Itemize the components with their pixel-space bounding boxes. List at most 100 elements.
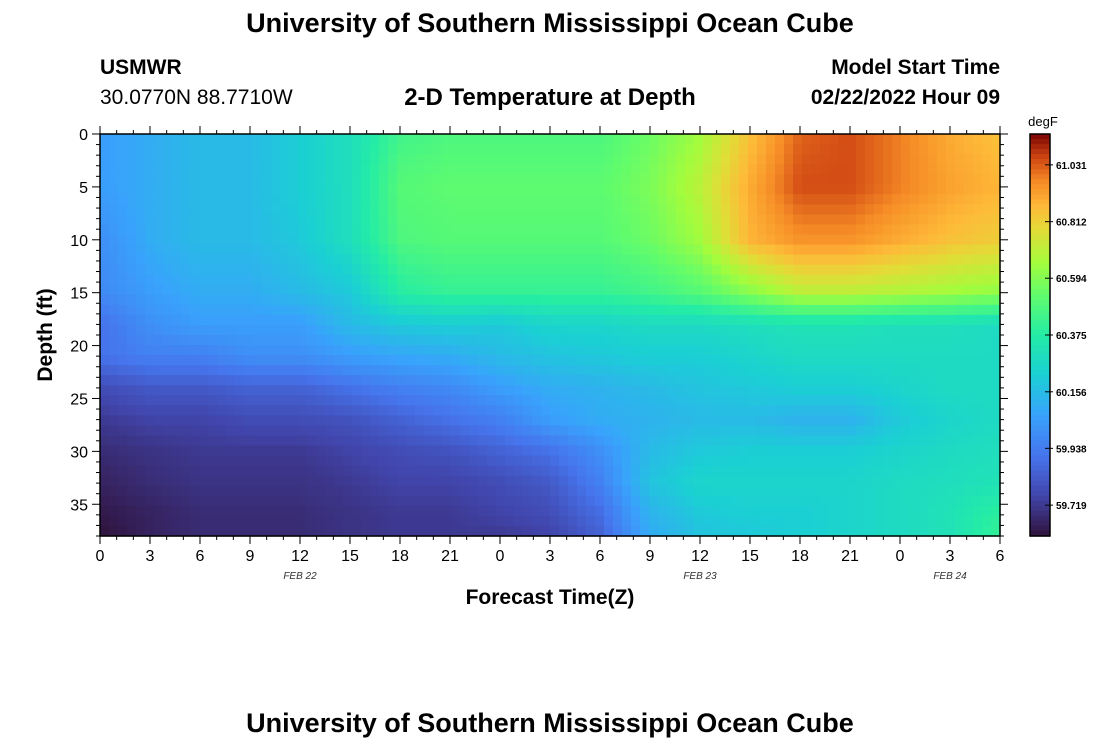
heatmap-cell — [235, 294, 245, 306]
heatmap-cell — [298, 264, 308, 276]
heatmap-cell — [802, 455, 812, 467]
heatmap-cell — [154, 505, 164, 517]
heatmap-cell — [280, 475, 290, 487]
heatmap-cell — [892, 505, 902, 517]
heatmap-cell — [307, 144, 317, 155]
heatmap-cell — [559, 355, 569, 366]
heatmap-cell — [145, 335, 155, 346]
heatmap-cell — [829, 234, 839, 246]
heatmap-cell — [244, 174, 254, 185]
heatmap-cell — [865, 144, 875, 155]
heatmap-cell — [829, 515, 839, 527]
heatmap-cell — [109, 375, 119, 386]
heatmap-cell — [514, 455, 524, 467]
heatmap-cell — [991, 314, 1001, 326]
heatmap-cell — [982, 515, 992, 527]
heatmap-cell — [793, 274, 803, 286]
heatmap-cell — [532, 264, 542, 276]
heatmap-cell — [226, 405, 236, 416]
colorbar-segment — [1030, 505, 1050, 512]
heatmap-cell — [145, 425, 155, 437]
heatmap-cell — [775, 405, 785, 416]
heatmap-cell — [739, 345, 749, 356]
heatmap-cell — [757, 194, 767, 205]
heatmap-cell — [829, 214, 839, 226]
heatmap-cell — [325, 415, 335, 427]
heatmap-cell — [865, 184, 875, 195]
heatmap-cell — [334, 154, 344, 165]
heatmap-cell — [199, 174, 209, 185]
heatmap-cell — [478, 204, 488, 215]
heatmap-cell — [595, 154, 605, 165]
heatmap-cell — [568, 405, 578, 416]
heatmap-cell — [523, 164, 533, 175]
heatmap-cell — [199, 294, 209, 306]
heatmap-cell — [937, 505, 947, 517]
heatmap-cell — [496, 415, 506, 427]
heatmap-cell — [694, 284, 704, 296]
heatmap-cell — [460, 304, 470, 316]
heatmap-cell — [541, 194, 551, 205]
heatmap-cell — [946, 375, 956, 386]
heatmap-cell — [370, 345, 380, 356]
heatmap-cell — [964, 134, 974, 145]
heatmap-cell — [757, 324, 767, 336]
heatmap-cell — [217, 515, 227, 527]
heatmap-cell — [964, 284, 974, 296]
x-tick-label: 18 — [391, 548, 409, 565]
heatmap-cell — [154, 294, 164, 306]
heatmap-cell — [217, 505, 227, 517]
heatmap-cell — [757, 385, 767, 396]
heatmap-cell — [901, 405, 911, 416]
heatmap-cell — [523, 274, 533, 286]
heatmap-cell — [316, 164, 326, 175]
heatmap-cell — [316, 345, 326, 356]
heatmap-cell — [685, 415, 695, 427]
heatmap-cell — [658, 405, 668, 416]
heatmap-cell — [613, 314, 623, 326]
heatmap-cell — [721, 294, 731, 306]
heatmap-cell — [298, 164, 308, 175]
heatmap-cell — [613, 345, 623, 356]
heatmap-cell — [145, 324, 155, 336]
heatmap-cell — [226, 375, 236, 386]
heatmap-cell — [937, 304, 947, 316]
heatmap-cell — [874, 455, 884, 467]
heatmap-cell — [919, 435, 929, 447]
heatmap-cell — [883, 154, 893, 165]
heatmap-cell — [487, 475, 497, 487]
heatmap-cell — [991, 294, 1001, 306]
heatmap-cell — [199, 355, 209, 366]
heatmap-cell — [172, 355, 182, 366]
heatmap-cell — [253, 274, 263, 286]
heatmap-cell — [298, 274, 308, 286]
heatmap-cell — [559, 385, 569, 396]
heatmap-cell — [982, 435, 992, 447]
heatmap-cell — [442, 254, 452, 266]
heatmap-cell — [892, 525, 902, 537]
heatmap-cell — [478, 355, 488, 366]
heatmap-cell — [487, 254, 497, 266]
heatmap-cell — [397, 475, 407, 487]
heatmap-cell — [406, 324, 416, 336]
heatmap-cell — [910, 224, 920, 236]
heatmap-cell — [613, 224, 623, 236]
heatmap-cell — [235, 184, 245, 195]
heatmap-cell — [397, 435, 407, 447]
heatmap-cell — [235, 445, 245, 457]
heatmap-cell — [631, 224, 641, 236]
heatmap-cell — [271, 244, 281, 256]
heatmap-cell — [712, 274, 722, 286]
heatmap-cell — [730, 154, 740, 165]
heatmap-cell — [739, 495, 749, 507]
heatmap-cell — [586, 154, 596, 165]
heatmap-cell — [964, 264, 974, 276]
heatmap-cell — [217, 154, 227, 165]
heatmap-cell — [532, 455, 542, 467]
heatmap-cell — [676, 304, 686, 316]
heatmap-cell — [757, 445, 767, 457]
heatmap-cell — [361, 485, 371, 497]
heatmap-cell — [793, 505, 803, 517]
heatmap-cell — [613, 244, 623, 256]
heatmap-cell — [775, 515, 785, 527]
